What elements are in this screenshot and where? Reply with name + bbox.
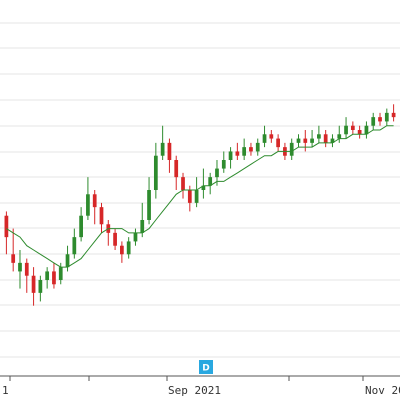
x-tick-label: Nov 20 bbox=[365, 384, 400, 397]
candle-down bbox=[120, 245, 124, 255]
candle-down bbox=[167, 142, 172, 160]
candle-down bbox=[276, 138, 280, 148]
x-tick-label: Sep 2021 bbox=[168, 384, 221, 397]
candle-up bbox=[72, 237, 77, 255]
candle-up bbox=[215, 168, 219, 178]
candle-down bbox=[323, 134, 328, 143]
candle-down bbox=[181, 177, 185, 190]
candle-up bbox=[262, 134, 267, 143]
candle-up bbox=[194, 190, 199, 203]
event-badge-label: D bbox=[202, 364, 209, 374]
candle-up bbox=[255, 142, 260, 152]
candlestick-series bbox=[4, 104, 396, 306]
gridlines bbox=[0, 22, 400, 358]
candle-up bbox=[296, 138, 301, 143]
candle-down bbox=[24, 262, 29, 276]
candle-up bbox=[38, 280, 43, 293]
candle-up bbox=[86, 194, 90, 216]
candle-down bbox=[235, 151, 240, 156]
candle-up bbox=[364, 125, 369, 135]
candle-up bbox=[228, 151, 233, 160]
candle-up bbox=[140, 220, 145, 233]
candle-down bbox=[350, 125, 355, 130]
x-tick-label: 1 bbox=[2, 384, 9, 397]
candle-up bbox=[160, 142, 165, 156]
candle-up bbox=[65, 254, 70, 268]
candle-up bbox=[153, 155, 158, 190]
candle-down bbox=[269, 134, 274, 139]
candle-up bbox=[371, 117, 376, 126]
candle-up bbox=[242, 147, 247, 156]
candle-up bbox=[344, 125, 348, 135]
candle-up bbox=[126, 241, 131, 255]
candle-up bbox=[221, 160, 226, 169]
candle-down bbox=[187, 190, 192, 203]
candle-up bbox=[208, 177, 213, 186]
moving-average-line bbox=[6, 125, 394, 268]
candle-up bbox=[317, 134, 321, 139]
candle-down bbox=[249, 147, 253, 152]
candle-down bbox=[303, 138, 308, 143]
candle-up bbox=[330, 138, 335, 143]
candle-down bbox=[174, 160, 179, 178]
candle-up bbox=[133, 232, 138, 242]
candle-up bbox=[310, 138, 314, 143]
candle-down bbox=[11, 254, 16, 263]
candle-down bbox=[92, 194, 97, 208]
candle-down bbox=[52, 271, 56, 285]
event-marker[interactable]: D bbox=[199, 360, 213, 374]
candle-up bbox=[337, 134, 342, 139]
candle-down bbox=[4, 215, 9, 238]
candle-up bbox=[384, 112, 389, 122]
candle-down bbox=[113, 232, 117, 246]
candle-up bbox=[58, 267, 63, 280]
candle-down bbox=[391, 112, 396, 118]
candle-down bbox=[378, 117, 382, 122]
candle-up bbox=[147, 190, 151, 220]
candle-up bbox=[289, 142, 294, 156]
candle-down bbox=[99, 207, 104, 225]
candle-up bbox=[201, 185, 206, 190]
candle-up bbox=[18, 262, 22, 272]
candle-up bbox=[79, 215, 83, 238]
candle-up bbox=[45, 271, 50, 280]
candle-down bbox=[357, 130, 362, 135]
event-badge[interactable] bbox=[199, 360, 213, 374]
candle-down bbox=[31, 275, 36, 293]
